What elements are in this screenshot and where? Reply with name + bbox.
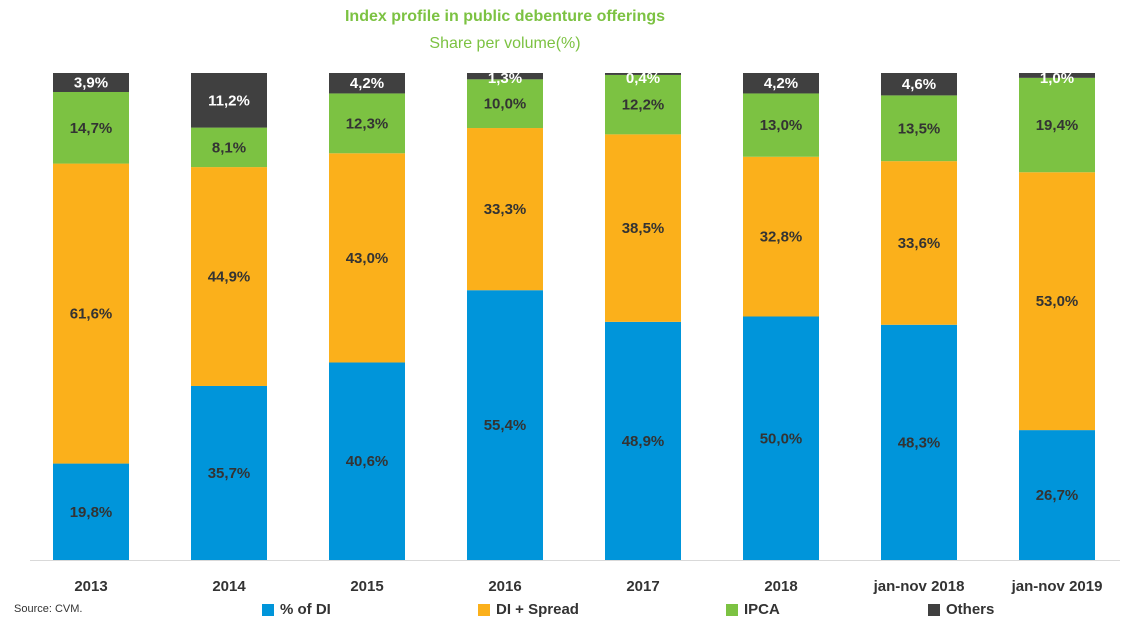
bar-others-5 [743, 73, 819, 94]
bar-di-spread-1 [191, 167, 267, 386]
bar-others-2 [329, 73, 405, 94]
bar-ipca-1 [191, 127, 267, 168]
legend-label-ipca: IPCA [744, 601, 780, 618]
legend-label-others: Others [946, 601, 995, 618]
legend-item-ipca: IPCA [726, 601, 780, 618]
data-label-di-spread-2: 43,0% [346, 250, 389, 267]
x-tick-label-5: 2018 [764, 578, 797, 595]
bar-di-0 [53, 463, 129, 560]
bar-di-2 [329, 362, 405, 560]
data-label-di-2: 40,6% [346, 453, 389, 470]
bar-di-4 [605, 321, 681, 560]
data-label-ipca-1: 8,1% [212, 139, 246, 156]
bar-di-spread-0 [53, 163, 129, 464]
chart-subtitle: Share per volume(%) [429, 35, 581, 52]
stacked-bar-chart: 19,8% 61,6% 14,7% 3,9% 2013 35,7% 44,9% 8,1% 11,… [30, 70, 1120, 595]
bar-di-spread-3 [467, 128, 543, 291]
bar-ipca-0 [53, 91, 129, 164]
bar-others-3 [467, 73, 543, 80]
bar-others-0 [53, 73, 129, 92]
bar-di-5 [743, 316, 819, 560]
bar-ipca-4 [605, 74, 681, 135]
legend-swatch-di [262, 603, 274, 616]
bar-di-spread-5 [743, 156, 819, 317]
legend-label-di: % of DI [280, 601, 331, 618]
data-label-di-spread-3: 33,3% [484, 201, 527, 218]
legend-swatch-ipca [726, 603, 738, 616]
legend-swatch-di-spread [478, 603, 490, 616]
data-label-di-spread-0: 61,6% [70, 306, 113, 323]
data-label-di-1: 35,7% [208, 465, 251, 482]
bar-ipca-5 [743, 93, 819, 157]
legend-item-others: Others [928, 601, 994, 618]
data-label-ipca-4: 12,2% [622, 97, 665, 114]
data-label-ipca-5: 13,0% [760, 117, 803, 134]
bar-others-4 [605, 73, 681, 75]
data-label-di-spread-5: 32,8% [760, 229, 803, 246]
bar-others-6 [881, 73, 957, 96]
bar-di-3 [467, 290, 543, 560]
bar-ipca-2 [329, 93, 405, 154]
data-label-ipca-2: 12,3% [346, 115, 389, 132]
data-label-di-spread-7: 53,0% [1036, 293, 1079, 310]
data-label-di-spread-1: 44,9% [208, 269, 251, 286]
legend-item-di: % of DI [262, 601, 331, 618]
x-tick-label-1: 2014 [212, 578, 246, 595]
bar-di-spread-6 [881, 161, 957, 325]
legend-label-di-spread: DI + Spread [496, 601, 579, 618]
legend-item-di-spread: DI + Spread [478, 601, 579, 618]
data-label-others-3: 1,3% [488, 70, 522, 87]
data-label-di-6: 48,3% [898, 434, 941, 451]
bar-others-7 [1019, 73, 1095, 78]
data-label-di-spread-4: 38,5% [622, 220, 665, 237]
data-label-di-4: 48,9% [622, 433, 665, 450]
source-note: Source: CVM. [14, 603, 83, 615]
data-label-di-3: 55,4% [484, 417, 527, 434]
bar-ipca-6 [881, 95, 957, 162]
data-label-di-0: 19,8% [70, 504, 113, 521]
data-label-ipca-6: 13,5% [898, 120, 941, 137]
x-tick-label-7: jan-nov 2019 [1011, 578, 1103, 595]
data-label-ipca-3: 10,0% [484, 96, 527, 113]
x-tick-label-0: 2013 [74, 578, 107, 595]
data-label-di-5: 50,0% [760, 430, 803, 447]
data-label-others-1: 11,2% [208, 92, 250, 109]
x-tick-label-4: 2017 [626, 578, 659, 595]
bar-di-spread-2 [329, 153, 405, 363]
data-label-others-2: 4,2% [350, 75, 384, 92]
data-label-ipca-7: 19,4% [1036, 117, 1079, 134]
chart-title: Index profile in public debenture offeri… [344, 8, 666, 25]
data-label-ipca-0: 14,7% [70, 120, 113, 137]
data-label-others-0: 3,9% [74, 74, 108, 91]
bar-di-1 [191, 385, 267, 560]
bar-ipca-3 [467, 79, 543, 129]
bar-di-spread-4 [605, 134, 681, 322]
bar-di-6 [881, 324, 957, 560]
x-tick-label-3: 2016 [488, 578, 521, 595]
data-label-di-spread-6: 33,6% [898, 235, 941, 252]
x-tick-label-6: jan-nov 2018 [873, 578, 965, 595]
bar-others-1 [191, 73, 267, 128]
x-tick-label-2: 2015 [350, 578, 383, 595]
bar-ipca-7 [1019, 77, 1095, 173]
data-label-others-4: 0,4% [626, 70, 660, 87]
legend-swatch-others [928, 603, 940, 616]
bar-di-7 [1019, 430, 1095, 560]
data-label-others-6: 4,6% [902, 76, 936, 93]
data-label-di-7: 26,7% [1036, 487, 1079, 504]
data-label-others-7: 1,0% [1040, 70, 1074, 87]
data-label-others-5: 4,2% [764, 75, 798, 92]
bar-di-spread-7 [1019, 172, 1095, 431]
